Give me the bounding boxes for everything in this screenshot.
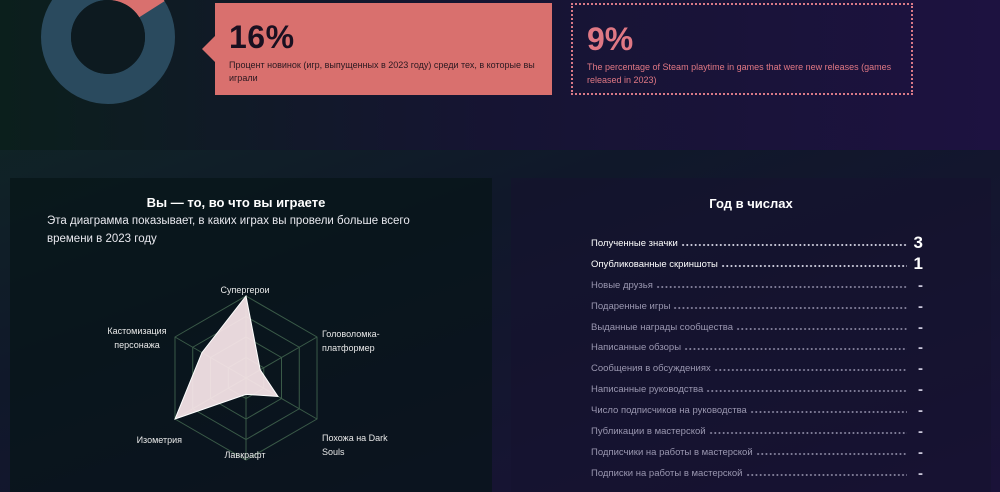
radar-label-lovecraft: Лавкрафт <box>224 450 266 460</box>
donut-center <box>71 0 145 74</box>
donut-remainder-arc <box>41 0 175 104</box>
stat-leader-dots <box>745 473 907 476</box>
stat-value: - <box>918 339 923 357</box>
stat-row: Подписки на работы в мастерской - <box>591 463 923 484</box>
stat-leader-dots <box>680 243 907 246</box>
play-style-subtitle: Эта диаграмма показывает, в каких играх … <box>47 215 410 245</box>
stat-label: Новые друзья <box>591 279 653 291</box>
stat-row: Публикации в мастерской - <box>591 421 923 442</box>
stat-label: Подписки на работы в мастерской <box>591 467 743 479</box>
stat-leader-dots <box>720 264 907 267</box>
steam-playtime-callout: 9% The percentage of Steam playtime in g… <box>571 3 913 95</box>
year-in-numbers-panel: Год в числах Полученные значки 3 Опубликов… <box>511 178 991 492</box>
stat-label: Опубликованные скриншоты <box>591 258 718 270</box>
stat-leader-dots <box>749 411 907 414</box>
radar-label-puzzle-platformer: Головоломка-платформер <box>322 329 380 353</box>
stat-row: Подаренные игры - <box>591 296 923 317</box>
stat-label: Подаренные игры <box>591 300 671 312</box>
stat-value: - <box>918 276 923 294</box>
stat-leader-dots <box>706 390 907 393</box>
stat-leader-dots <box>755 452 907 455</box>
steam-playtime-percent: 9% <box>587 21 634 57</box>
stat-value: 3 <box>913 233 923 253</box>
stat-value: - <box>918 443 923 461</box>
play-style-title: Вы — то, во что вы играете <box>146 195 326 210</box>
radar-label-superheroes: Супергерои <box>220 285 270 295</box>
stat-leader-dots <box>655 285 907 288</box>
genre-radar-shape <box>174 294 279 420</box>
stat-label: Написанные обзоры <box>591 342 682 354</box>
stat-value: - <box>918 381 923 399</box>
radar-label-character-customization: Кастомизация персонажа <box>107 326 167 350</box>
stat-value: - <box>918 360 923 378</box>
radar-label-dark-souls: Похожа на Dark Souls <box>322 433 388 457</box>
stat-label: Выданные награды сообщества <box>591 321 733 333</box>
stat-leader-dots <box>708 431 907 434</box>
radar-label-isometric: Изометрия <box>136 435 182 445</box>
stat-leader-dots <box>736 327 907 330</box>
stat-leader-dots <box>684 348 907 351</box>
play-style-panel: Вы — то, во что вы играете Эта диаграмма… <box>10 178 492 492</box>
stat-row: Написанные руководства - <box>591 379 923 400</box>
stat-label: Написанные руководства <box>591 384 704 396</box>
steam-playtime-description: The percentage of Steam playtime in game… <box>587 62 892 86</box>
stat-value: - <box>918 464 923 482</box>
stat-leader-dots <box>713 369 907 372</box>
stat-leader-dots <box>673 306 907 309</box>
new-releases-description: Процент новинок (игр, выпущенных в 2023 … <box>229 60 535 84</box>
new-releases-callout: 16% Процент новинок (игр, выпущенных в 2… <box>202 3 552 95</box>
stat-row: Выданные награды сообщества - <box>591 317 923 338</box>
stat-value: - <box>918 422 923 440</box>
stat-row: Написанные обзоры - <box>591 337 923 358</box>
stat-value: - <box>918 402 923 420</box>
stat-row: Сообщения в обсуждениях - <box>591 358 923 379</box>
stat-row: Опубликованные скриншоты 1 <box>591 254 923 275</box>
year-stats-list: Полученные значки 3 Опубликованные скриншо… <box>591 233 923 484</box>
stat-label: Подписчики на работы в мастерской <box>591 446 753 458</box>
year-in-numbers-title: Год в числах <box>709 196 793 211</box>
stat-value: - <box>918 318 923 336</box>
new-releases-percent: 16% <box>229 19 295 55</box>
stat-row: Полученные значки 3 <box>591 233 923 254</box>
stat-label: Полученные значки <box>591 237 678 249</box>
stat-label: Публикации в мастерской <box>591 425 706 437</box>
stat-label: Число подписчиков на руководства <box>591 405 747 417</box>
stat-value: 1 <box>913 254 923 274</box>
genre-radar-chart <box>174 294 318 461</box>
new-releases-donut <box>41 0 175 104</box>
stat-row: Подписчики на работы в мастерской - <box>591 442 923 463</box>
stat-row: Число подписчиков на руководства - <box>591 400 923 421</box>
stat-label: Сообщения в обсуждениях <box>591 363 711 375</box>
stat-value: - <box>918 297 923 315</box>
stat-row: Новые друзья - <box>591 275 923 296</box>
